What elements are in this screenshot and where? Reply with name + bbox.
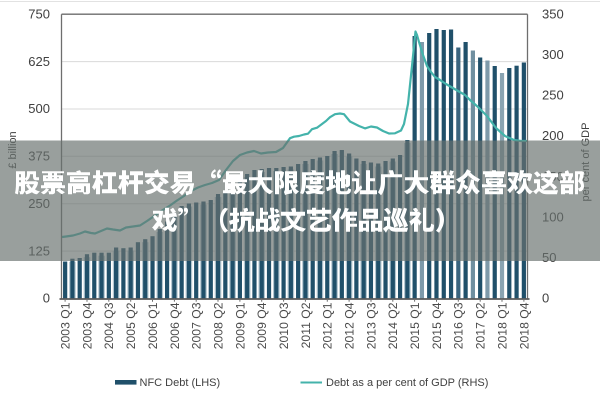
- svg-text:2007 Q3: 2007 Q3: [190, 302, 204, 349]
- svg-text:2015 Q4: 2015 Q4: [430, 302, 444, 349]
- svg-text:2008 Q2: 2008 Q2: [211, 302, 225, 349]
- svg-text:2006 Q4: 2006 Q4: [168, 302, 182, 349]
- svg-text:2016 Q3: 2016 Q3: [452, 302, 466, 349]
- svg-text:NFC Debt (LHS): NFC Debt (LHS): [140, 377, 221, 389]
- svg-text:2014 Q2: 2014 Q2: [386, 302, 400, 349]
- svg-text:2018 Q4: 2018 Q4: [517, 302, 531, 349]
- svg-text:2003 Q4: 2003 Q4: [80, 302, 94, 349]
- svg-text:2006 Q1: 2006 Q1: [146, 302, 160, 349]
- svg-text:200: 200: [542, 128, 564, 143]
- svg-text:2012 Q1: 2012 Q1: [321, 302, 335, 349]
- svg-text:2013 Q3: 2013 Q3: [364, 302, 378, 349]
- svg-text:0: 0: [542, 291, 549, 306]
- svg-text:2018 Q1: 2018 Q1: [495, 302, 509, 349]
- svg-text:300: 300: [542, 47, 564, 62]
- svg-text:2011 Q2: 2011 Q2: [299, 302, 313, 348]
- svg-text:2003 Q1: 2003 Q1: [59, 302, 73, 349]
- svg-text:2009 Q4: 2009 Q4: [255, 302, 269, 349]
- svg-text:500: 500: [28, 101, 50, 116]
- svg-text:2012 Q4: 2012 Q4: [343, 302, 357, 349]
- svg-text:2009 Q1: 2009 Q1: [233, 302, 247, 349]
- svg-text:0: 0: [43, 291, 50, 306]
- svg-text:2015 Q1: 2015 Q1: [408, 302, 422, 349]
- svg-text:2017 Q2: 2017 Q2: [474, 302, 488, 349]
- svg-text:Debt as a per cent of GDP (RHS: Debt as a per cent of GDP (RHS): [326, 377, 488, 389]
- svg-text:2004 Q3: 2004 Q3: [102, 302, 116, 349]
- svg-text:250: 250: [542, 88, 564, 103]
- svg-text:2010 Q3: 2010 Q3: [277, 302, 291, 349]
- svg-text:625: 625: [28, 54, 50, 69]
- svg-text:350: 350: [542, 6, 564, 21]
- svg-text:2005 Q2: 2005 Q2: [124, 302, 138, 349]
- svg-text:750: 750: [28, 6, 50, 21]
